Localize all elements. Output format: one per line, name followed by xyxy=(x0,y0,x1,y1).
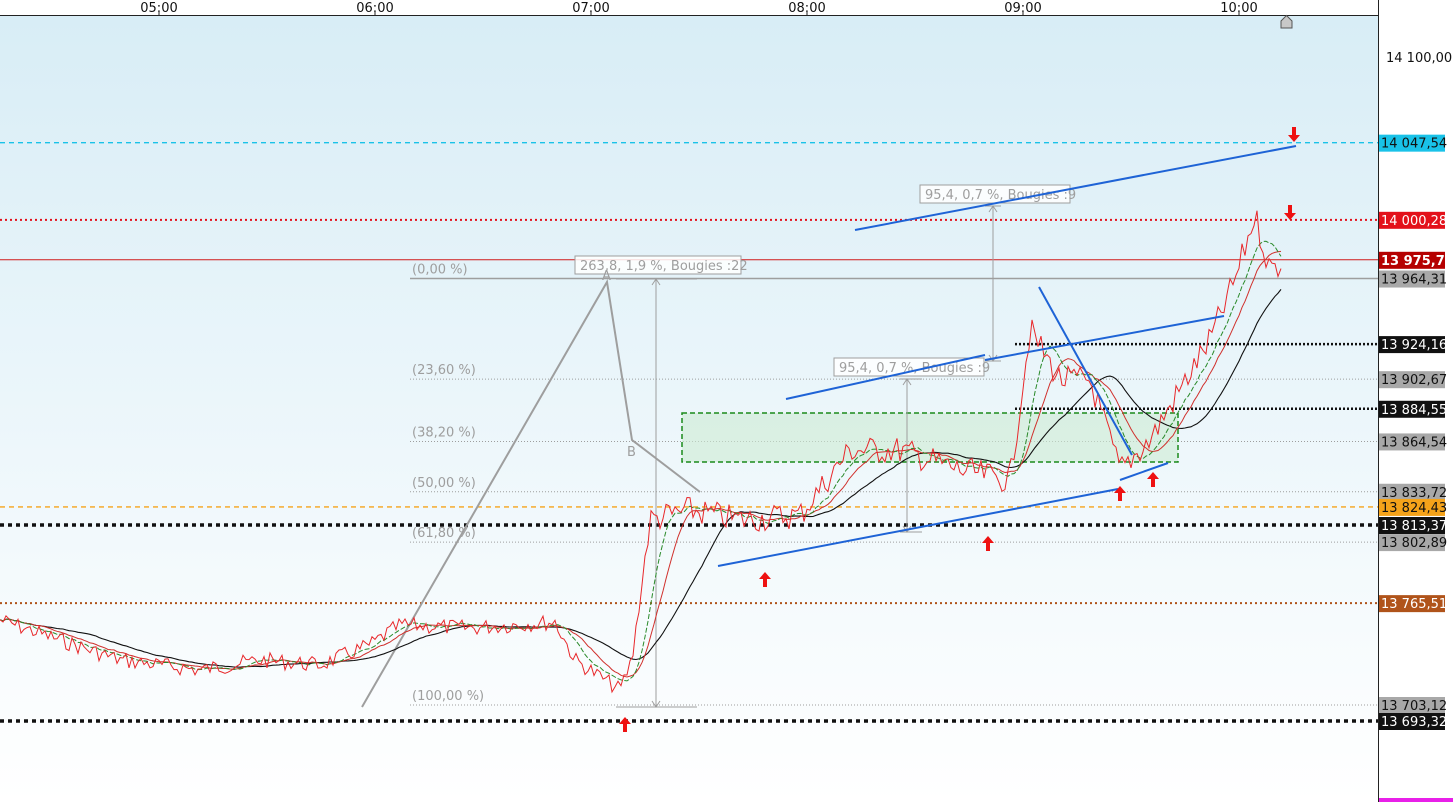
price-tag-13-label: 13 693,32 xyxy=(1381,715,1447,730)
price-tag-8-bg xyxy=(1379,498,1445,516)
fib-level-label-2: (38,20 %) xyxy=(412,425,476,440)
price-tag-5-label: 13 884,55 xyxy=(1381,403,1447,418)
price-tag-7-label: 13 833,72 xyxy=(1381,486,1447,501)
price-tag-1-label: 14 000,28 xyxy=(1381,214,1447,229)
price-tag-9-bg xyxy=(1379,516,1445,534)
price-tag-12-bg xyxy=(1379,696,1445,714)
fib-level-label-3: (50,00 %) xyxy=(412,476,476,491)
x-tick-label-2: 07:00 xyxy=(572,1,609,16)
time-axis: 05:00 06:00 07:00 08:00 09:00 10:00 xyxy=(140,1,1258,16)
home-icon[interactable] xyxy=(1280,14,1293,29)
price-tag-8-label: 13 824,43 xyxy=(1381,501,1447,516)
measure-label-0: 263,8, 1,9 %, Bougies :22 xyxy=(580,259,748,274)
measure-box-0 xyxy=(574,255,742,275)
trendline-5 xyxy=(1119,462,1169,481)
price-tag-2-bg xyxy=(1379,270,1445,288)
pattern-path xyxy=(361,279,701,708)
trendline-2 xyxy=(984,315,1225,361)
fib-level-label-5: (100,00 %) xyxy=(412,689,484,704)
price-tag-3-bg xyxy=(1379,336,1445,354)
axis-corner-marker xyxy=(1379,798,1453,802)
sell-arrow-1 xyxy=(1284,205,1296,220)
price-tag-6-bg xyxy=(1379,433,1445,451)
last-price-tag-bg xyxy=(1379,251,1445,269)
price-tag-0-bg xyxy=(1379,134,1445,152)
signal-arrows xyxy=(619,127,1300,732)
trendline-0 xyxy=(854,145,1297,231)
price-tag-6-label: 13 864,54 xyxy=(1381,435,1447,450)
buy-arrow-3 xyxy=(1114,486,1126,501)
measure-label-1: 95,4, 0,7 %, Bougies :9 xyxy=(925,188,1076,203)
price-tag-9-label: 13 813,37 xyxy=(1381,519,1447,534)
x-tick-label-4: 09:00 xyxy=(1004,1,1041,16)
buy-arrow-1 xyxy=(759,572,771,587)
time-axis-strip xyxy=(0,0,1378,16)
price-tag-3-label: 13 924,16 xyxy=(1381,338,1447,353)
price-tag-12-label: 13 703,12 xyxy=(1381,699,1447,714)
buy-arrow-0 xyxy=(619,717,631,732)
measure-label-2: 95,4, 0,7 %, Bougies :9 xyxy=(839,361,990,376)
trendline-4 xyxy=(1038,286,1133,456)
price-tag-7-bg xyxy=(1379,483,1445,501)
last-price-tag-label: 13 975,79 xyxy=(1381,254,1453,269)
fib-level-label-0: (0,00 %) xyxy=(412,263,468,278)
buy-arrow-4 xyxy=(1147,472,1159,487)
sell-arrow-0 xyxy=(1288,127,1300,142)
y-tick-label-0: 14 100,00 xyxy=(1386,51,1452,66)
price-tag-0-label: 14 047,54 xyxy=(1381,137,1447,152)
trendline-1 xyxy=(785,354,986,400)
fib-level-label-4: (61,80 %) xyxy=(412,526,476,541)
pattern-label-a: A xyxy=(602,269,611,284)
price-tag-11-bg xyxy=(1379,595,1445,613)
price-tag-1-bg xyxy=(1379,211,1445,229)
price-tag-5-bg xyxy=(1379,400,1445,418)
x-tick-label-1: 06:00 xyxy=(356,1,393,16)
abc-pattern: AB xyxy=(361,269,701,708)
price-tag-4-bg xyxy=(1379,371,1445,389)
measurement-tools: 263,8, 1,9 %, Bougies :22 95,4, 0,7 %, Bo… xyxy=(574,184,1076,708)
x-tick-label-5: 10:00 xyxy=(1220,1,1257,16)
price-line xyxy=(0,210,1282,694)
buy-arrow-2 xyxy=(982,536,994,551)
trendlines xyxy=(717,145,1297,567)
x-tick-label-3: 08:00 xyxy=(788,1,825,16)
price-tag-10-label: 13 802,89 xyxy=(1381,536,1447,551)
price-tag-4-label: 13 902,67 xyxy=(1381,373,1447,388)
trendline-3 xyxy=(717,488,1119,567)
price-axis: 14 100,00 14 047,54 14 000,28 13 964,31 13 9… xyxy=(1379,51,1453,730)
price-tag-11-label: 13 765,51 xyxy=(1381,597,1447,612)
x-tick-label-0: 05:00 xyxy=(140,1,177,16)
price-series xyxy=(0,210,1282,694)
ma-fast-line xyxy=(0,240,1282,682)
price-tag-2-label: 13 964,31 xyxy=(1381,273,1447,288)
price-tag-10-bg xyxy=(1379,534,1445,552)
price-tag-13-bg xyxy=(1379,713,1445,730)
fib-level-label-1: (23,60 %) xyxy=(412,363,476,378)
pattern-label-b: B xyxy=(627,445,636,460)
support-zone xyxy=(681,412,1179,463)
